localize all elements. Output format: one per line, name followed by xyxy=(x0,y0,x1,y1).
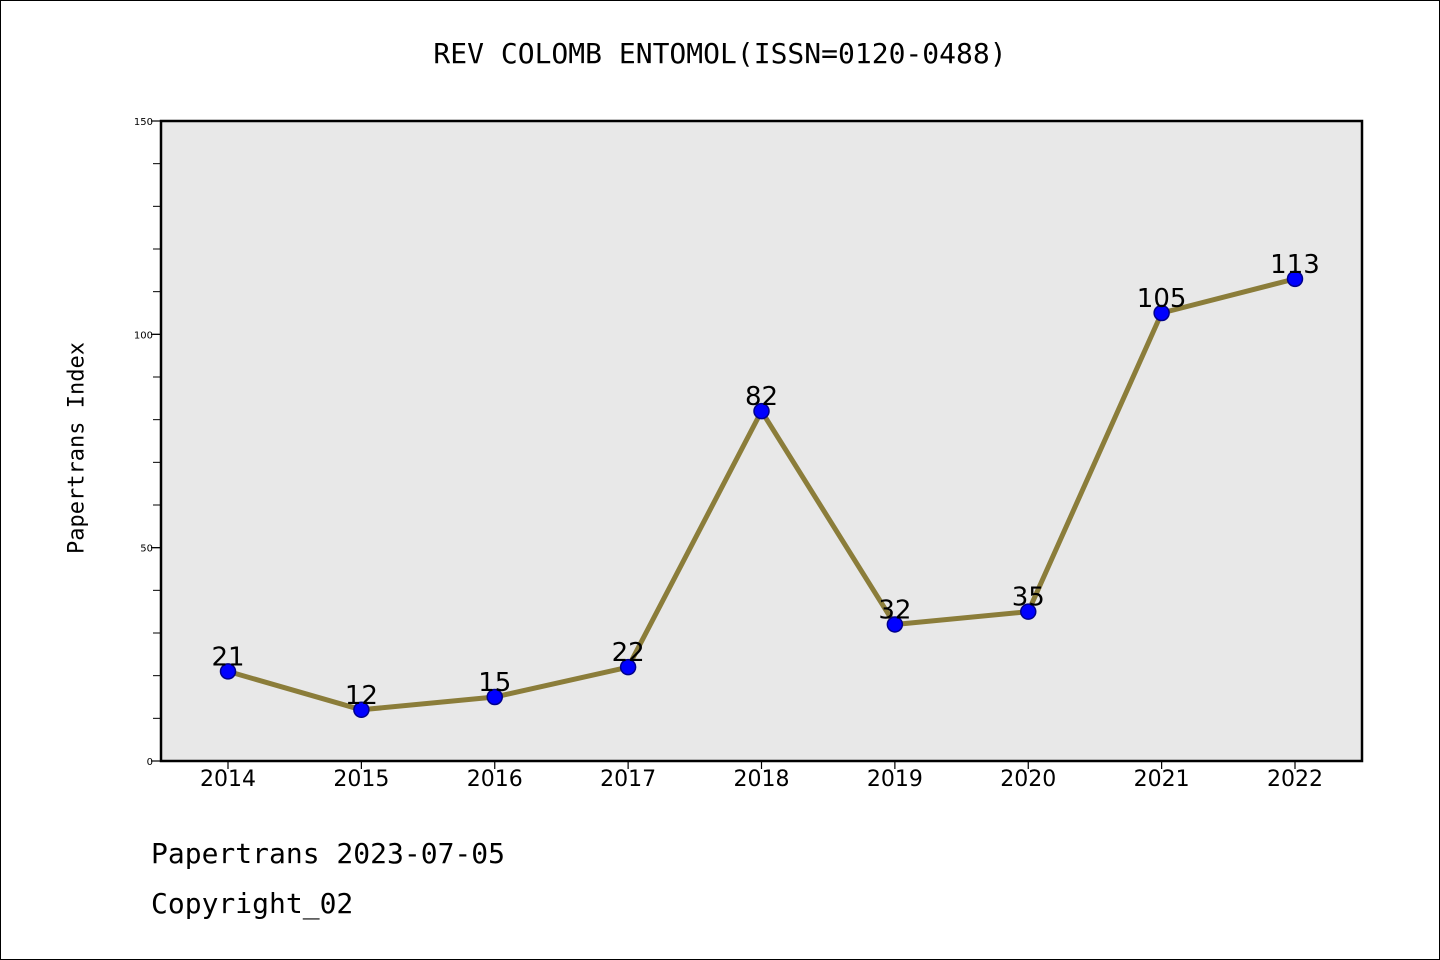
data-point xyxy=(1020,603,1037,620)
x-tick-label: 2022 xyxy=(1267,767,1323,792)
data-point xyxy=(1153,304,1170,322)
data-label: 35 xyxy=(1012,583,1045,613)
plot-area xyxy=(159,119,1364,763)
x-tick-label: 2016 xyxy=(467,767,523,792)
chart-title: REV COLOMB ENTOMOL(ISSN=0120-0488) xyxy=(433,37,1007,70)
data-labels: 21 12 15 22 82 32 35 105 113 xyxy=(211,250,1319,711)
data-label: 105 xyxy=(1137,284,1187,314)
data-point xyxy=(619,658,637,676)
data-point xyxy=(219,663,237,680)
x-axis-ticks: 2014 2015 2016 2017 2018 2019 2020 2021 2022 xyxy=(200,761,1323,792)
x-tick-label: 2019 xyxy=(867,767,923,792)
data-label: 12 xyxy=(345,681,378,711)
data-label: 15 xyxy=(478,668,511,698)
y-axis-ticks: 0 50 100 150 xyxy=(134,117,161,768)
x-tick-label: 2014 xyxy=(200,767,256,792)
y-tick-label: 50 xyxy=(140,544,153,555)
data-label: 22 xyxy=(612,638,645,668)
data-label: 21 xyxy=(211,642,244,672)
x-tick-label: 2015 xyxy=(333,767,389,792)
data-point xyxy=(1286,270,1304,288)
x-tick-label: 2020 xyxy=(1000,767,1056,792)
y-tick-label: 0 xyxy=(147,757,153,768)
data-label: 113 xyxy=(1270,250,1320,280)
data-point xyxy=(353,701,370,719)
footer-date: Papertrans 2023-07-05 xyxy=(151,837,506,870)
x-tick-label: 2017 xyxy=(600,767,656,792)
data-point xyxy=(486,688,503,706)
x-tick-label: 2018 xyxy=(734,767,790,792)
data-point xyxy=(886,616,904,633)
y-tick-label: 150 xyxy=(134,117,153,128)
data-label: 32 xyxy=(878,595,911,625)
footer-copyright: Copyright_02 xyxy=(151,887,354,920)
data-label: 82 xyxy=(745,382,778,412)
data-point xyxy=(753,402,770,420)
data-points xyxy=(219,270,1304,719)
x-tick-label: 2021 xyxy=(1134,767,1190,792)
y-tick-label: 100 xyxy=(134,330,153,341)
